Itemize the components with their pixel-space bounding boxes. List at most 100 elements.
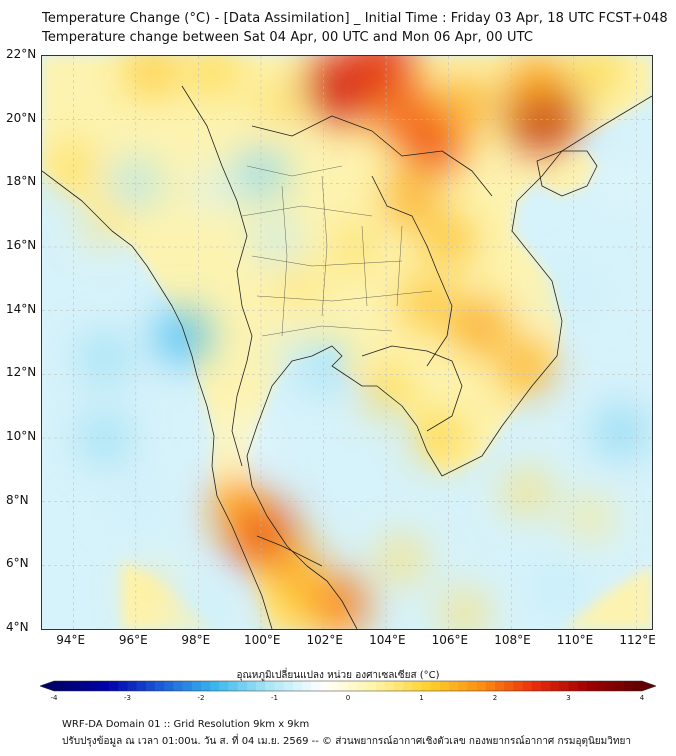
country-border-west — [181, 85, 253, 467]
colorbar-cell — [504, 681, 514, 691]
colorbar-cell — [485, 681, 496, 691]
colorbar-cell — [302, 681, 312, 691]
colorbar-cell — [164, 681, 174, 691]
country-border-malaysia — [256, 535, 323, 567]
colorbar-cell — [219, 681, 229, 691]
lon-tick-label: 94°E — [56, 633, 86, 647]
coastline-mainland — [42, 170, 273, 629]
colorbar-tick-label: 0 — [345, 694, 351, 702]
colorbar-cell — [439, 681, 450, 691]
lat-tick-label: 14°N — [6, 301, 37, 316]
colorbar-cell — [531, 681, 542, 691]
colorbar-cell — [99, 681, 110, 691]
colorbar-cell — [145, 681, 156, 691]
anomaly-blob-26 — [267, 579, 317, 628]
anomaly-blob-43 — [535, 565, 581, 610]
anomaly-blob-42 — [552, 273, 596, 317]
anomaly-blob-31 — [132, 571, 171, 611]
anomaly-blob-12 — [575, 56, 622, 95]
colorbar-cell — [246, 681, 257, 691]
colorbar-cell — [393, 681, 404, 691]
lat-tick-label: 18°N — [6, 174, 37, 189]
coastline-gulf-east — [246, 95, 652, 629]
anomaly-blob-41 — [595, 406, 646, 457]
colorbar-cell — [458, 681, 468, 691]
anomaly-blob-36 — [193, 168, 236, 211]
borneo-landmass — [562, 566, 652, 629]
lon-tick-label: 106°E — [431, 633, 469, 647]
lat-tick-label: 16°N — [6, 238, 37, 252]
colorbar-cell — [513, 681, 523, 691]
colorbar-tick-label: -4 — [50, 694, 58, 702]
colorbar-cell — [136, 681, 147, 691]
footer-model-info: WRF-DA Domain 01 :: Grid Resolution 9km … — [62, 719, 310, 730]
colorbar-cell — [265, 681, 275, 691]
lat-tick-label: 12°N — [6, 365, 37, 380]
colorbar-tick-label: 4 — [639, 694, 645, 702]
anomaly-blob-3 — [191, 56, 238, 95]
chart-subtitle: Temperature change between Sat 04 Apr, 0… — [42, 30, 534, 45]
lat-tick-label: 22°N — [6, 47, 37, 61]
colorbar-cell — [559, 681, 569, 691]
colorbar-cell — [586, 681, 597, 691]
colorbar-tick-label: -3 — [124, 694, 131, 702]
boundaries — [42, 85, 652, 629]
hainan-landmass — [537, 151, 597, 196]
colorbar-cell — [348, 681, 358, 691]
anomaly-blob-32 — [154, 308, 211, 364]
anomaly-blob-24 — [265, 538, 320, 593]
anomaly-blob-2 — [127, 56, 176, 97]
colorbar-cell — [191, 681, 202, 691]
colorbar-extend-low — [40, 681, 54, 691]
anomaly-blob-37 — [235, 148, 287, 199]
colorbar-cell — [155, 681, 165, 691]
lat-tick-label: 8°N — [6, 492, 29, 507]
colorbar-cell — [173, 681, 183, 691]
colorbar-cell — [522, 681, 533, 691]
colorbar-cell — [63, 681, 73, 691]
country-border-north — [251, 115, 493, 197]
colorbar-cell — [632, 681, 643, 691]
chart-title: Temperature Change (°C) - [Data Assimila… — [42, 11, 668, 26]
lat-tick-label: 6°N — [6, 556, 29, 571]
colorbar-title: อุณหภูมิเปลี่ยนแปลง หน่วย องศาเซลเซียส (… — [236, 670, 440, 681]
anomaly-blob-8 — [400, 109, 466, 174]
temperature-change-map — [42, 56, 652, 629]
colorbar-cell — [430, 681, 441, 691]
lon-tick-label: 108°E — [494, 633, 531, 647]
colorbar-cell — [210, 681, 220, 691]
anomaly-blob-28 — [505, 470, 549, 514]
colorbar-cell — [237, 681, 248, 691]
anomaly-blob-0 — [51, 145, 96, 190]
colorbar-cell — [384, 681, 395, 691]
lat-tick-label: 10°N — [6, 429, 37, 443]
map-frame — [41, 55, 653, 630]
colorbar-cell — [274, 681, 284, 691]
colorbar-cell — [311, 681, 321, 691]
colorbar-cell — [81, 681, 92, 691]
anomaly-blob-13 — [384, 172, 438, 226]
anomaly-blob-20 — [363, 367, 410, 414]
colorbar-cell — [338, 681, 349, 691]
country-border-cambodia — [361, 345, 463, 432]
lon-tick-label: 104°E — [369, 633, 406, 647]
anomaly-blob-19 — [500, 341, 554, 395]
colorbar-tick-label: -2 — [197, 694, 205, 702]
colorbar-cell — [320, 681, 330, 691]
colorbar-tick-label: 3 — [566, 694, 571, 702]
colorbar-cell — [366, 681, 376, 691]
anomaly-blob-46 — [225, 418, 265, 458]
lon-tick-label: 112°E — [619, 633, 656, 647]
lat-tick-label: 20°N — [6, 110, 37, 125]
colorbar-cell — [540, 681, 551, 691]
anomaly-blob-14 — [423, 215, 474, 266]
anomaly-blob-4 — [255, 82, 299, 126]
province-lines — [241, 165, 433, 337]
colorbar-cell — [550, 681, 560, 691]
lon-tick-label: 100°E — [243, 633, 281, 647]
colorbar-cell — [412, 681, 422, 691]
footer-credit: ปรับปรุงข้อมูล ณ เวลา 01:00น. วัน ส. ที่… — [62, 736, 631, 747]
anomaly-blob-27 — [380, 537, 424, 581]
anomaly-blob-18 — [452, 299, 508, 354]
mainland-landmass — [42, 56, 652, 629]
